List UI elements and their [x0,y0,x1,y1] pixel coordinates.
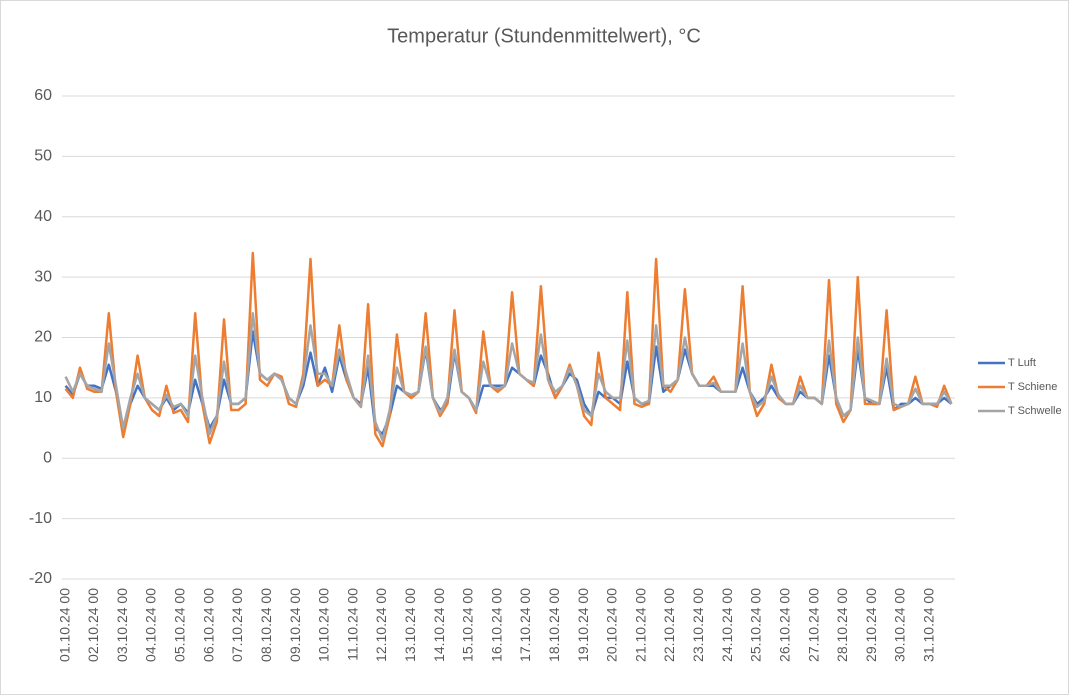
x-tick-label: 15.10.24 00 [460,588,476,662]
x-tick-label: 02.10.24 00 [85,588,101,662]
x-tick-label: 12.10.24 00 [373,588,389,662]
y-tick-label: 40 [34,208,52,225]
y-tick-label: -20 [29,570,52,587]
x-tick-label: 21.10.24 00 [632,588,648,662]
x-tick-label: 08.10.24 00 [258,588,274,662]
x-tick-label: 04.10.24 00 [143,588,159,662]
series-line [64,312,953,442]
x-tick-label: 31.10.24 00 [920,588,936,662]
x-tick-label: 29.10.24 00 [863,588,879,662]
y-tick-label: 20 [34,329,52,346]
x-tick-label: 01.10.24 00 [56,588,72,662]
legend-label: T Luft [1008,357,1036,369]
x-tick-label: 28.10.24 00 [834,588,850,662]
x-tick-label: 07.10.24 00 [229,588,245,662]
x-tick-label: 30.10.24 00 [892,588,908,662]
x-tick-label: 19.10.24 00 [575,588,591,662]
y-tick-label: 10 [34,389,52,406]
x-tick-label: 27.10.24 00 [805,588,821,662]
x-tick-label: 14.10.24 00 [431,588,447,662]
legend-label: T Schwelle [1008,405,1062,417]
legend-label: T Schiene [1008,381,1057,393]
x-tick-label: 03.10.24 00 [114,588,130,662]
y-tick-label: 60 [34,87,52,104]
x-tick-label: 17.10.24 00 [517,588,533,662]
x-tick-label: 24.10.24 00 [719,588,735,662]
x-tick-label: 22.10.24 00 [661,588,677,662]
y-tick-label: 30 [34,268,52,285]
x-tick-label: 13.10.24 00 [402,588,418,662]
x-tick-label: 20.10.24 00 [604,588,620,662]
x-tick-label: 26.10.24 00 [776,588,792,662]
x-tick-label: 10.10.24 00 [316,588,332,662]
chart-title: Temperatur (Stundenmittelwert), °C [387,25,701,47]
x-tick-label: 11.10.24 00 [344,588,360,661]
x-tick-label: 06.10.24 00 [200,588,216,662]
series-line [64,251,953,448]
y-tick-label: 50 [34,148,52,165]
y-tick-label: 0 [43,449,52,466]
x-tick-label: 09.10.24 00 [287,588,303,662]
x-tick-label: 25.10.24 00 [748,588,764,662]
x-tick-label: 16.10.24 00 [488,588,504,662]
x-tick-label: 18.10.24 00 [546,588,562,662]
x-tick-label: 05.10.24 00 [172,588,188,662]
x-tick-label: 23.10.24 00 [690,588,706,662]
y-tick-label: -10 [29,510,52,527]
